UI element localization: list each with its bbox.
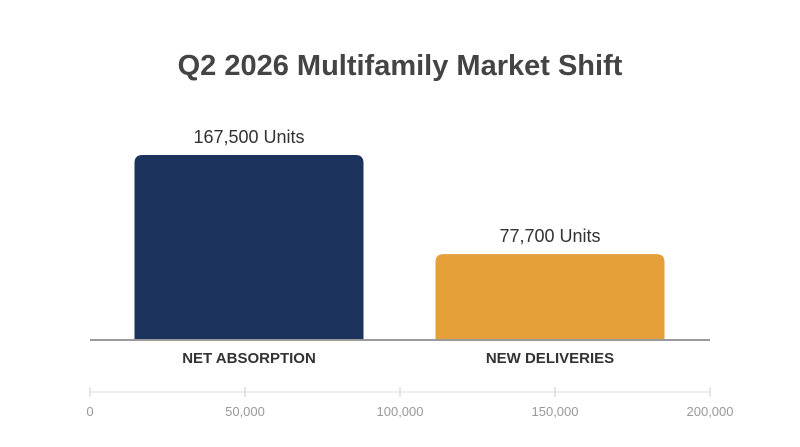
bar-net-absorption xyxy=(134,155,364,340)
scale-tick-label: 100,000 xyxy=(377,404,424,419)
category-labels: NET ABSORPTION NEW DELIVERIES xyxy=(182,350,614,367)
scale-tick-label: 50,000 xyxy=(225,404,265,419)
chart-title: Q2 2026 Multifamily Market Shift xyxy=(177,50,623,82)
scale-tick-label: 0 xyxy=(86,404,93,419)
data-label: 77,700 Units xyxy=(499,226,600,246)
scale-tick-label: 150,000 xyxy=(532,404,579,419)
data-label: 167,500 Units xyxy=(193,127,304,147)
value-scale: 0 50,000 100,000 150,000 200,000 xyxy=(86,387,734,419)
category-label: NEW DELIVERIES xyxy=(486,350,614,367)
category-label: NET ABSORPTION xyxy=(182,350,316,367)
scale-tick-label: 200,000 xyxy=(687,404,734,419)
bars-layer: 167,500 Units 77,700 Units xyxy=(134,127,665,340)
bar-new-deliveries xyxy=(435,254,665,340)
